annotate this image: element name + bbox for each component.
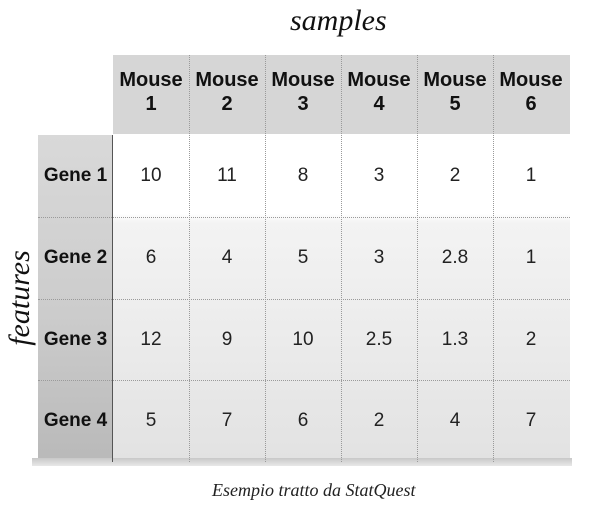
column-divider [493,55,494,462]
column-header: Mouse 4 [341,68,417,116]
table-bottom-shadow [32,458,572,466]
row-divider [38,299,570,300]
table-cell: 7 [221,410,233,431]
table-cell: 12 [140,329,162,350]
column-divider [189,55,190,462]
column-header: Mouse 3 [265,68,341,116]
column-header-line1: Mouse [499,69,563,91]
column-header: Mouse 5 [417,68,493,116]
column-header: Mouse 2 [189,68,265,116]
column-header-line2: 4 [373,93,385,115]
table-cell: 2 [373,410,385,431]
row-header: Gene 2 [43,247,108,268]
table-cell: 8 [297,165,309,186]
column-header: Mouse 6 [493,68,569,116]
row-header: Gene 1 [43,165,108,186]
column-header-line2: 1 [145,93,157,115]
row-header: Gene 3 [43,329,108,350]
table-cell: 1 [525,247,537,268]
table-cell: 5 [145,410,157,431]
samples-axis-label: samples [290,4,387,37]
column-header-line1: Mouse [195,69,259,91]
table-cell: 2 [525,329,537,350]
column-header-line1: Mouse [119,69,183,91]
table-cell: 6 [145,247,157,268]
table-cell: 2.8 [441,247,469,268]
table-cell: 4 [449,410,461,431]
table-cell: 5 [297,247,309,268]
table-cell: 1 [525,165,537,186]
table-cell: 9 [221,329,233,350]
row-header: Gene 4 [43,410,108,431]
table-cell: 10 [140,165,162,186]
column-header-line2: 5 [449,93,461,115]
row-header-divider [112,135,113,462]
table-cell: 7 [525,410,537,431]
caption: Esempio tratto da StatQuest [212,480,416,500]
column-divider [341,55,342,462]
column-header-line2: 2 [221,93,233,115]
table-cell: 2.5 [365,329,393,350]
table-cell: 11 [217,165,237,186]
column-header-line2: 6 [525,93,537,115]
row-divider [38,380,570,381]
row-header-band [38,135,113,462]
table-cell: 3 [373,247,385,268]
features-axis-label: features [3,250,36,346]
column-header-line2: 3 [297,93,309,115]
table-cell: 4 [221,247,233,268]
column-header-line1: Mouse [271,69,335,91]
column-header: Mouse 1 [113,68,189,116]
column-header-line1: Mouse [347,69,411,91]
column-header-line1: Mouse [423,69,487,91]
table-cell: 10 [292,329,314,350]
table-cell: 3 [373,165,385,186]
row-divider [38,217,570,218]
table-cell: 2 [449,165,461,186]
column-divider [265,55,266,462]
column-divider [417,55,418,462]
table-cell: 1.3 [441,329,469,350]
table-cell: 6 [297,410,309,431]
